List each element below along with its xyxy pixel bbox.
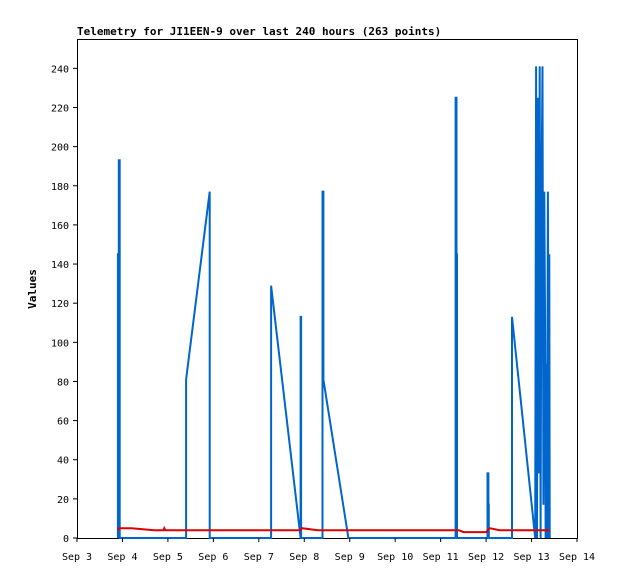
- x-tick-label: Sep 6: [198, 552, 228, 563]
- y-tick-label: 180: [51, 182, 69, 193]
- y-tick-label: 60: [57, 417, 69, 428]
- x-tick-label: Sep 7: [244, 552, 274, 563]
- x-tick-label: Sep 13: [513, 552, 549, 563]
- y-tick-label: 20: [57, 495, 69, 506]
- axis-layer: 0 20 40 60 80 100 120 140 160 180 200 220 240 Sep 3 Se…: [51, 64, 595, 563]
- series-line-2: [116, 525, 550, 534]
- y-tick-label: 240: [51, 64, 69, 75]
- chart-title: Telemetry for JI1EEN-9 over last 240 hou…: [77, 25, 441, 38]
- x-tick-label: Sep 12: [468, 552, 504, 563]
- plot-area: [77, 39, 578, 539]
- x-tick-label: Sep 10: [377, 552, 413, 563]
- y-tick-label: 220: [51, 103, 69, 114]
- x-tick-label: Sep 9: [335, 552, 365, 563]
- y-tick-label: 200: [51, 143, 69, 154]
- x-tick-label: Sep 4: [107, 552, 137, 563]
- x-tick-label: Sep 8: [289, 552, 319, 563]
- y-axis-label: Values: [26, 269, 39, 309]
- y-tick-label: 140: [51, 260, 69, 271]
- x-tick-label: Sep 3: [62, 552, 92, 563]
- y-tick-label: 40: [57, 456, 69, 467]
- y-tick-label: 80: [57, 377, 69, 388]
- y-tick-label: 0: [63, 534, 69, 545]
- x-tick-label: Sep 14: [559, 552, 595, 563]
- x-tick-label: Sep 5: [153, 552, 183, 563]
- series-line-1: [116, 66, 551, 539]
- x-tick-label: Sep 11: [423, 552, 459, 563]
- y-tick-label: 100: [51, 338, 69, 349]
- series-layer: [116, 66, 551, 539]
- y-tick-label: 160: [51, 221, 69, 232]
- y-tick-label: 120: [51, 299, 69, 310]
